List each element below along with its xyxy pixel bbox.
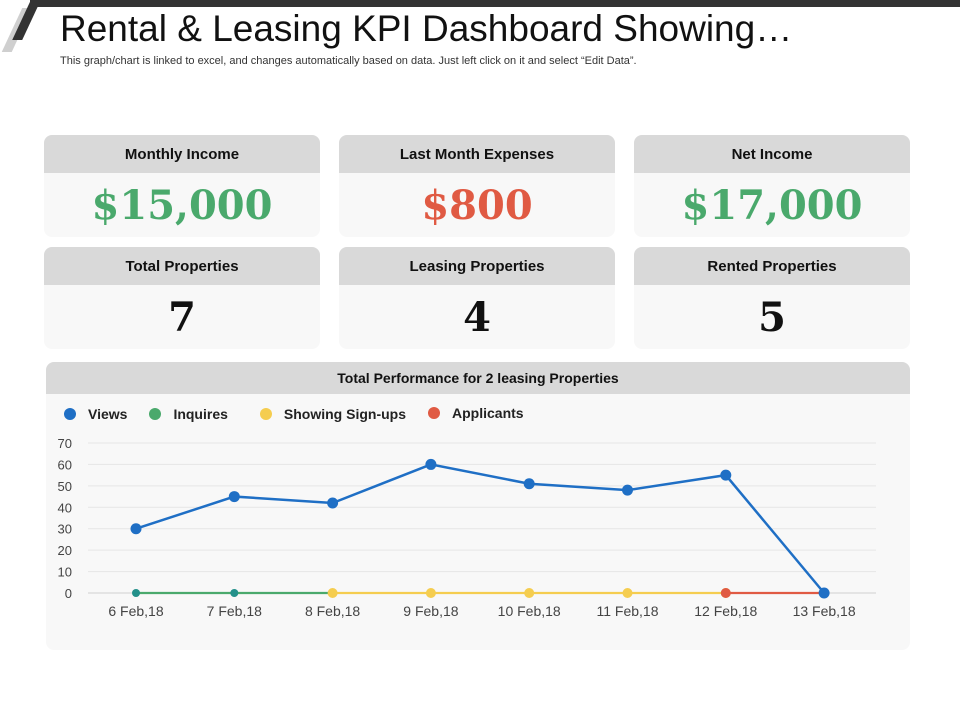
page-title: Rental & Leasing KPI Dashboard Showing…: [60, 8, 793, 49]
svg-text:30: 30: [58, 522, 72, 537]
kpi-value: $17,000: [681, 181, 863, 229]
legend-item-inquires: Inquires: [149, 406, 228, 422]
kpi-card-rented-properties: Rented Properties 5: [634, 247, 910, 349]
kpi-label: Last Month Expenses: [339, 135, 615, 173]
legend-item-showing-signups: Showing Sign-ups: [259, 406, 407, 422]
legend-dot-icon: [428, 407, 441, 419]
svg-text:12 Feb,18: 12 Feb,18: [694, 603, 757, 619]
kpi-label: Monthly Income: [44, 135, 320, 173]
kpi-label: Rented Properties: [634, 247, 910, 285]
top-decorative-bar: [30, 0, 960, 7]
svg-text:6 Feb,18: 6 Feb,18: [108, 603, 163, 619]
kpi-card-net-income: Net Income $17,000: [634, 135, 910, 237]
svg-text:9 Feb,18: 9 Feb,18: [403, 603, 458, 619]
legend-label: Applicants: [452, 405, 524, 421]
page-subtitle: This graph/chart is linked to excel, and…: [60, 55, 637, 67]
svg-text:40: 40: [58, 500, 72, 515]
legend-item-applicants: Applicants: [428, 404, 524, 422]
svg-text:10 Feb,18: 10 Feb,18: [498, 603, 561, 619]
kpi-label: Total Properties: [44, 247, 320, 285]
svg-text:8 Feb,18: 8 Feb,18: [305, 603, 360, 619]
legend-dot-icon: [64, 408, 76, 420]
legend-dot-icon: [259, 408, 272, 420]
kpi-label: Net Income: [634, 135, 910, 173]
legend-label: Inquires: [173, 406, 228, 422]
svg-text:70: 70: [58, 436, 72, 451]
svg-text:10: 10: [58, 565, 72, 580]
svg-text:0: 0: [65, 586, 72, 601]
kpi-card-total-properties: Total Properties 7: [44, 247, 320, 349]
kpi-value: 7: [168, 293, 196, 341]
kpi-card-monthly-income: Monthly Income $15,000: [44, 135, 320, 237]
performance-chart-panel: Total Performance for 2 leasing Properti…: [46, 362, 910, 650]
svg-text:11 Feb,18: 11 Feb,18: [596, 603, 658, 619]
legend-dot-icon: [149, 408, 162, 420]
svg-text:13 Feb,18: 13 Feb,18: [793, 603, 856, 619]
kpi-value: 4: [463, 293, 491, 341]
chart-title: Total Performance for 2 leasing Properti…: [46, 362, 910, 394]
chart-legend: Views Inquires Showing Sign-ups Applican…: [64, 404, 546, 422]
kpi-value: $800: [421, 181, 533, 229]
kpi-label: Leasing Properties: [339, 247, 615, 285]
line-chart: 0 10 20 30 40 50 60 70 6 Feb,18 7 Feb,18 8 Feb,18 9…: [58, 436, 876, 619]
kpi-card-leasing-properties: Leasing Properties 4: [339, 247, 615, 349]
kpi-card-last-month-expenses: Last Month Expenses $800: [339, 135, 615, 237]
svg-text:60: 60: [58, 457, 72, 472]
svg-text:20: 20: [58, 543, 72, 558]
legend-label: Views: [88, 406, 128, 422]
legend-label: Showing Sign-ups: [283, 406, 407, 422]
svg-text:7 Feb,18: 7 Feb,18: [207, 603, 262, 619]
kpi-value: 5: [758, 293, 786, 341]
kpi-value: $15,000: [91, 181, 273, 229]
svg-text:50: 50: [58, 479, 72, 494]
legend-item-views: Views: [64, 406, 127, 422]
